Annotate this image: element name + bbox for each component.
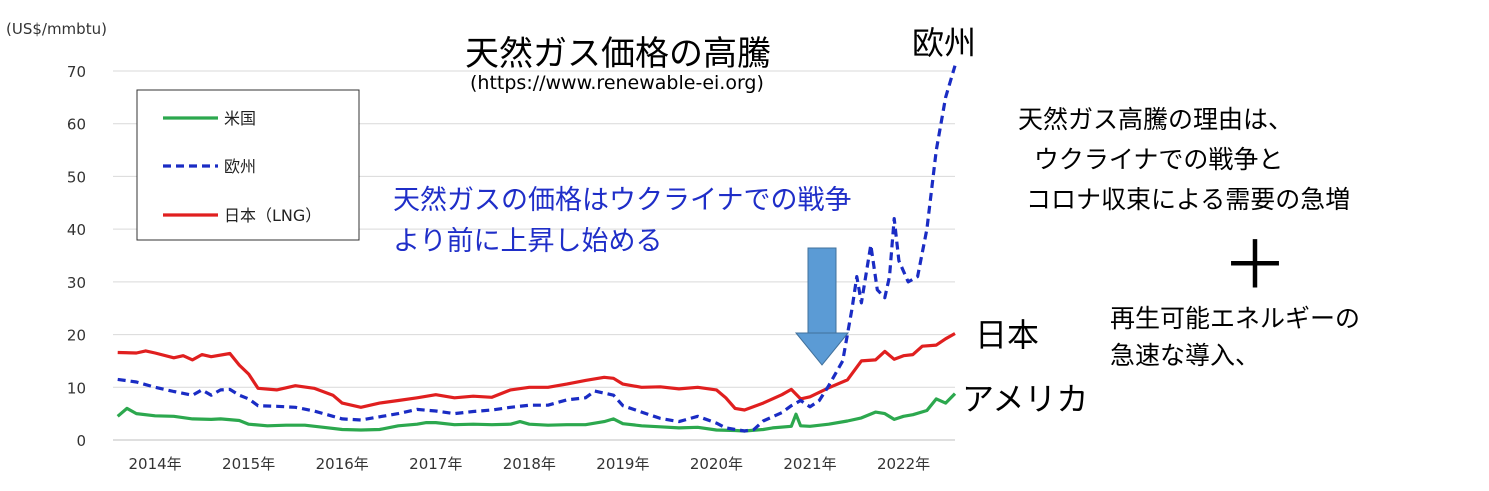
y-tick-label: 60 (67, 116, 86, 134)
arrow-down (794, 247, 850, 366)
x-tick-label: 2021年 (783, 455, 836, 473)
y-tick-label: 20 (67, 327, 86, 345)
x-tick-label: 2015年 (222, 455, 275, 473)
label-europe: 欧州 (912, 24, 977, 62)
series-line-0 (116, 392, 957, 433)
x-tick-labels: 2014年 2015年 2016年 2017年 2018年 2019年 2020年 2021年… (129, 455, 931, 473)
y-tick-label: 10 (67, 379, 86, 397)
label-japan: 日本 (975, 316, 1040, 354)
legend-label: 米国 (224, 109, 256, 128)
renewables-text: 再生可能エネルギーの 急速な導入、 (1110, 300, 1360, 374)
y-tick-label: 70 (67, 63, 86, 81)
plus-sign: ＋ (1222, 227, 1288, 304)
label-america: アメリカ (962, 380, 1089, 418)
reason-text: 天然ガス高騰の理由は、 ウクライナでの戦争と コロナ収束による需要の急増 (1018, 105, 1351, 214)
x-tick-label: 2014年 (129, 455, 182, 473)
chart-source: (https://www.renewable-ei.org) (470, 72, 764, 94)
chart-title: 天然ガス価格の高騰 (465, 34, 771, 74)
series-line-1 (117, 65, 957, 433)
series-line-2 (117, 332, 956, 412)
x-tick-label: 2017年 (409, 455, 462, 473)
annotation-blue: 天然ガスの価格はウクライナでの戦争より前に上昇し始める (393, 185, 852, 257)
legend-label: 日本（LNG） (224, 206, 321, 225)
x-tick-label: 2022年 (877, 455, 930, 473)
arrow-head (794, 332, 850, 366)
x-tick-label: 2018年 (503, 455, 556, 473)
x-tick-label: 2019年 (596, 455, 649, 473)
y-tick-label: 0 (76, 432, 86, 450)
legend-label: 欧州 (224, 157, 256, 176)
x-tick-label: 2020年 (690, 455, 743, 473)
y-tick-label: 40 (67, 221, 86, 239)
renewables-line-1: 再生可能エネルギーの (1110, 304, 1361, 333)
x-tick-label: 2016年 (316, 455, 369, 473)
series-lines (116, 65, 957, 433)
y-tick-label: 30 (67, 274, 86, 292)
arrow-shaft (807, 247, 837, 334)
y-axis-unit: (US$/mmbtu) (6, 20, 107, 38)
y-tick-labels: 0 10 20 30 40 50 60 70 (67, 63, 86, 450)
y-tick-label: 50 (67, 168, 86, 186)
renewables-line-2: 急速な導入、 (1110, 341, 1261, 370)
